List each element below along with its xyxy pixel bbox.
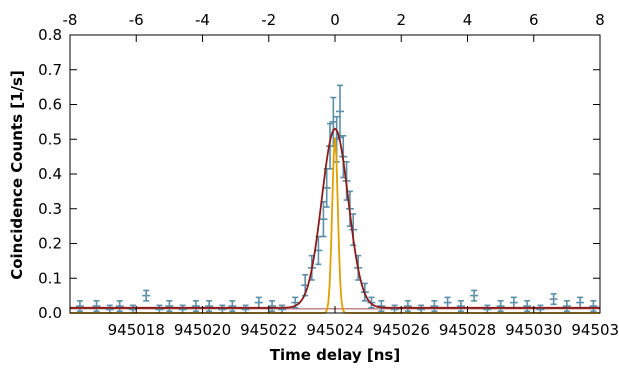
data-point — [178, 304, 187, 314]
x-tick-label: 945026 — [373, 321, 430, 339]
x-tick-label: 945018 — [108, 321, 165, 339]
data-point — [142, 289, 151, 302]
data-point — [377, 300, 386, 313]
data-point — [165, 300, 174, 313]
x-top-tick-label: 0 — [330, 11, 340, 29]
data-point — [470, 289, 479, 302]
data-point — [218, 304, 227, 314]
data-point — [191, 300, 200, 313]
x-top-tick-label: 6 — [529, 11, 539, 29]
data-point — [456, 300, 465, 313]
plot-frame — [69, 34, 601, 314]
x-tick-label: 945028 — [439, 321, 496, 339]
data-point — [536, 304, 545, 314]
axes-layer: 0.0 0.1 0.2 0.3 0.4 0.5 0.6 0.7 0.8 945018 945020 9… — [38, 11, 619, 339]
data-point — [430, 300, 439, 313]
data-point — [268, 300, 277, 313]
x-top-tick-label: 8 — [595, 11, 605, 29]
x-top-tick-label: -4 — [195, 11, 210, 29]
y-tick-label: 0.5 — [38, 130, 62, 148]
y-tick-label: 0.3 — [38, 200, 62, 218]
data-point — [523, 300, 532, 313]
x-tick-label: 945032 — [571, 321, 619, 339]
data-point — [589, 300, 598, 313]
data-point — [105, 304, 114, 314]
data-point — [241, 304, 250, 314]
data-point — [549, 293, 558, 306]
data-point — [417, 304, 426, 314]
x-top-tick-label: -2 — [261, 11, 276, 29]
x-tick-label: 945024 — [306, 321, 363, 339]
data-point — [576, 296, 585, 309]
x-top-tick-label: 2 — [396, 11, 406, 29]
data-point — [483, 304, 492, 314]
y-tick-label: 0.0 — [38, 304, 62, 322]
data-point — [205, 300, 214, 313]
data-point — [509, 296, 518, 309]
y-tick-label: 0.4 — [38, 165, 62, 183]
data-point — [228, 300, 237, 313]
data-point — [155, 304, 164, 314]
x-top-tick-label: 4 — [463, 11, 473, 29]
fit-curve-broad — [70, 127, 600, 309]
y-tick-label: 0.1 — [38, 269, 62, 287]
y-tick-label: 0.6 — [38, 96, 62, 114]
data-point — [562, 300, 571, 313]
data-point — [92, 300, 101, 313]
data-point — [443, 296, 452, 309]
x-tick-label: 945022 — [240, 321, 297, 339]
data-point — [128, 304, 137, 314]
fit-curve-narrow — [70, 137, 600, 314]
data-point — [115, 300, 124, 313]
data-point — [254, 296, 263, 309]
x-axis-title: Time delay [ns] — [270, 346, 400, 364]
x-tick-label: 945020 — [174, 321, 231, 339]
data-point — [319, 201, 328, 238]
x-top-tick-label: -8 — [63, 11, 78, 29]
y-tick-label: 0.7 — [38, 61, 62, 79]
data-point — [75, 300, 84, 313]
y-tick-label: 0.2 — [38, 235, 62, 253]
data-point — [496, 300, 505, 313]
plot-layer — [70, 84, 600, 314]
data-point — [278, 304, 286, 314]
data-point — [390, 304, 399, 314]
data-point — [403, 300, 412, 313]
x-tick-label: 945030 — [505, 321, 562, 339]
x-top-tick-label: -6 — [129, 11, 144, 29]
y-tick-label: 0.8 — [38, 26, 62, 44]
y-axis-title: Coincidence Counts [1/s] — [8, 70, 26, 280]
